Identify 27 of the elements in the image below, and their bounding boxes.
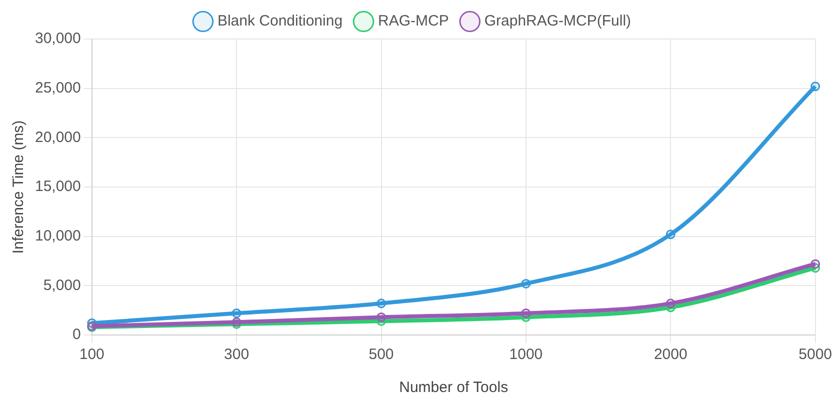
legend-label: Blank Conditioning xyxy=(217,12,343,30)
y-axis-title: Inference Time (ms) xyxy=(10,120,28,254)
y-tick-label: 20,000 xyxy=(34,128,81,146)
point xyxy=(666,298,676,308)
x-tick-label: 2000 xyxy=(654,346,688,364)
point xyxy=(376,298,386,308)
point xyxy=(521,278,531,288)
legend-label: GraphRAG-MCP(Full) xyxy=(484,12,632,30)
x-tick-label: 1000 xyxy=(509,346,543,364)
point xyxy=(232,308,242,318)
y-tick-label: 5,000 xyxy=(43,276,81,294)
point xyxy=(810,259,820,269)
x-tick-label: 100 xyxy=(79,346,104,364)
y-tick-label: 25,000 xyxy=(34,79,81,96)
point xyxy=(521,308,531,318)
point xyxy=(666,230,676,240)
y-tick-label: 15,000 xyxy=(34,178,81,196)
point xyxy=(376,312,386,322)
y-tick-label: 0 xyxy=(72,326,81,344)
x-axis-title: Number of Tools xyxy=(399,379,508,396)
y-tick-label: 10,000 xyxy=(34,227,81,244)
x-tick-label: 500 xyxy=(368,346,394,364)
x-tick-label: 5000 xyxy=(798,346,832,364)
point xyxy=(810,82,820,92)
x-tick-label: 300 xyxy=(224,346,250,364)
legend-label: RAG-MCP xyxy=(378,12,449,30)
y-tick-label: 30,000 xyxy=(34,30,81,48)
